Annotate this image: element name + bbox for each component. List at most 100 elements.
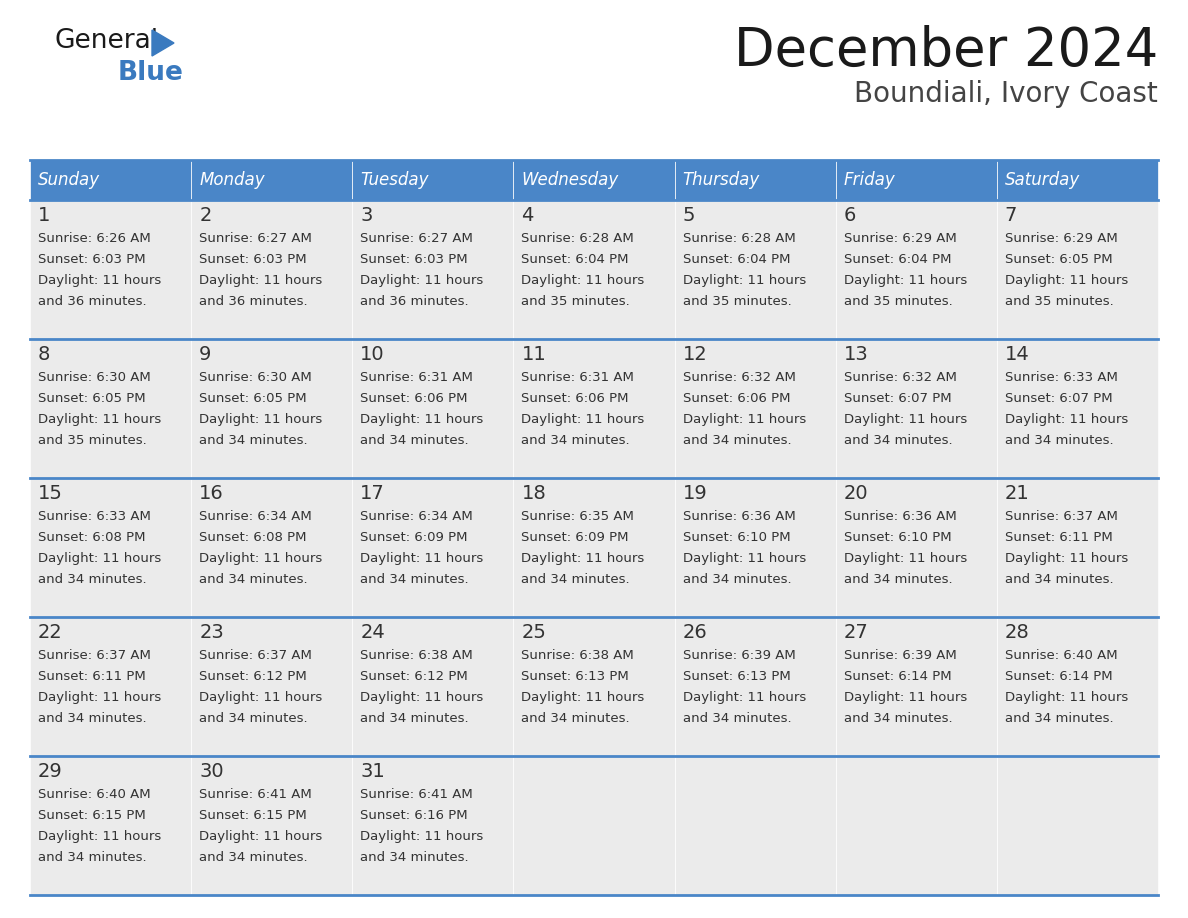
Bar <box>353 756 513 895</box>
Text: Sunset: 6:08 PM: Sunset: 6:08 PM <box>200 531 307 544</box>
Text: 18: 18 <box>522 484 546 503</box>
Text: Sunrise: 6:27 AM: Sunrise: 6:27 AM <box>200 232 312 245</box>
Text: 14: 14 <box>1005 345 1030 364</box>
Text: 23: 23 <box>200 623 223 642</box>
Text: and 34 minutes.: and 34 minutes. <box>843 434 953 447</box>
Text: Sunset: 6:11 PM: Sunset: 6:11 PM <box>1005 531 1113 544</box>
Text: Sunset: 6:13 PM: Sunset: 6:13 PM <box>522 670 630 683</box>
Text: 16: 16 <box>200 484 223 503</box>
Text: Sunset: 6:03 PM: Sunset: 6:03 PM <box>360 253 468 266</box>
Text: Daylight: 11 hours: Daylight: 11 hours <box>522 413 645 426</box>
Text: Sunrise: 6:39 AM: Sunrise: 6:39 AM <box>683 649 795 662</box>
Text: 7: 7 <box>1005 206 1017 225</box>
Bar <box>675 160 835 200</box>
Text: Sunset: 6:13 PM: Sunset: 6:13 PM <box>683 670 790 683</box>
Text: Sunrise: 6:32 AM: Sunrise: 6:32 AM <box>683 371 796 384</box>
Text: Sunset: 6:06 PM: Sunset: 6:06 PM <box>683 392 790 405</box>
Text: 17: 17 <box>360 484 385 503</box>
Text: Sunset: 6:07 PM: Sunset: 6:07 PM <box>1005 392 1112 405</box>
Text: Daylight: 11 hours: Daylight: 11 hours <box>843 552 967 565</box>
Text: Daylight: 11 hours: Daylight: 11 hours <box>38 552 162 565</box>
Text: Sunrise: 6:29 AM: Sunrise: 6:29 AM <box>843 232 956 245</box>
Text: Daylight: 11 hours: Daylight: 11 hours <box>360 830 484 843</box>
Bar <box>997 617 1158 756</box>
Text: Sunrise: 6:40 AM: Sunrise: 6:40 AM <box>1005 649 1118 662</box>
Text: Sunset: 6:05 PM: Sunset: 6:05 PM <box>200 392 307 405</box>
Text: Daylight: 11 hours: Daylight: 11 hours <box>1005 413 1129 426</box>
Text: 1: 1 <box>38 206 50 225</box>
Bar <box>191 478 353 617</box>
Bar <box>997 200 1158 339</box>
Bar <box>675 200 835 339</box>
Text: Sunrise: 6:31 AM: Sunrise: 6:31 AM <box>522 371 634 384</box>
Text: Sunset: 6:09 PM: Sunset: 6:09 PM <box>360 531 468 544</box>
Text: Sunrise: 6:37 AM: Sunrise: 6:37 AM <box>38 649 151 662</box>
Text: Sunset: 6:11 PM: Sunset: 6:11 PM <box>38 670 146 683</box>
Text: and 34 minutes.: and 34 minutes. <box>38 573 146 586</box>
Bar <box>191 160 353 200</box>
Text: Daylight: 11 hours: Daylight: 11 hours <box>360 274 484 287</box>
Text: and 34 minutes.: and 34 minutes. <box>360 712 469 725</box>
Text: Daylight: 11 hours: Daylight: 11 hours <box>38 274 162 287</box>
Text: Sunrise: 6:34 AM: Sunrise: 6:34 AM <box>200 510 312 523</box>
Text: Sunrise: 6:38 AM: Sunrise: 6:38 AM <box>522 649 634 662</box>
Text: Sunset: 6:12 PM: Sunset: 6:12 PM <box>200 670 307 683</box>
Text: Sunset: 6:12 PM: Sunset: 6:12 PM <box>360 670 468 683</box>
Text: Thursday: Thursday <box>683 171 760 189</box>
Bar <box>30 478 191 617</box>
Bar <box>513 617 675 756</box>
Text: Sunset: 6:03 PM: Sunset: 6:03 PM <box>200 253 307 266</box>
Text: 28: 28 <box>1005 623 1030 642</box>
Text: and 34 minutes.: and 34 minutes. <box>38 851 146 864</box>
Text: Friday: Friday <box>843 171 896 189</box>
Text: Sunrise: 6:41 AM: Sunrise: 6:41 AM <box>360 788 473 801</box>
Text: 6: 6 <box>843 206 857 225</box>
Text: Sunset: 6:07 PM: Sunset: 6:07 PM <box>843 392 952 405</box>
Bar <box>835 339 997 478</box>
Bar <box>835 200 997 339</box>
Text: and 34 minutes.: and 34 minutes. <box>38 712 146 725</box>
Text: 12: 12 <box>683 345 707 364</box>
Text: Daylight: 11 hours: Daylight: 11 hours <box>1005 691 1129 704</box>
Text: 20: 20 <box>843 484 868 503</box>
Text: Sunrise: 6:28 AM: Sunrise: 6:28 AM <box>522 232 634 245</box>
Text: Daylight: 11 hours: Daylight: 11 hours <box>200 552 322 565</box>
Text: 11: 11 <box>522 345 546 364</box>
Text: Sunset: 6:06 PM: Sunset: 6:06 PM <box>360 392 468 405</box>
Text: Sunrise: 6:28 AM: Sunrise: 6:28 AM <box>683 232 795 245</box>
Text: Daylight: 11 hours: Daylight: 11 hours <box>38 413 162 426</box>
Bar <box>675 617 835 756</box>
Text: Sunset: 6:05 PM: Sunset: 6:05 PM <box>38 392 146 405</box>
Text: and 34 minutes.: and 34 minutes. <box>200 712 308 725</box>
Text: and 35 minutes.: and 35 minutes. <box>1005 295 1113 308</box>
Text: Daylight: 11 hours: Daylight: 11 hours <box>1005 274 1129 287</box>
Text: and 34 minutes.: and 34 minutes. <box>683 434 791 447</box>
Bar <box>30 756 191 895</box>
Text: Sunrise: 6:38 AM: Sunrise: 6:38 AM <box>360 649 473 662</box>
Text: Daylight: 11 hours: Daylight: 11 hours <box>522 691 645 704</box>
Bar <box>30 339 191 478</box>
Text: and 34 minutes.: and 34 minutes. <box>522 573 630 586</box>
Text: Sunrise: 6:35 AM: Sunrise: 6:35 AM <box>522 510 634 523</box>
Text: 8: 8 <box>38 345 50 364</box>
Bar <box>835 617 997 756</box>
Text: Sunset: 6:08 PM: Sunset: 6:08 PM <box>38 531 145 544</box>
Text: Daylight: 11 hours: Daylight: 11 hours <box>843 691 967 704</box>
Text: and 35 minutes.: and 35 minutes. <box>843 295 953 308</box>
Bar <box>835 756 997 895</box>
Text: Sunrise: 6:41 AM: Sunrise: 6:41 AM <box>200 788 312 801</box>
Text: and 34 minutes.: and 34 minutes. <box>1005 573 1113 586</box>
Text: 30: 30 <box>200 762 223 781</box>
Text: Sunrise: 6:40 AM: Sunrise: 6:40 AM <box>38 788 151 801</box>
Text: and 34 minutes.: and 34 minutes. <box>843 573 953 586</box>
Text: Sunset: 6:15 PM: Sunset: 6:15 PM <box>38 809 146 822</box>
Bar <box>835 478 997 617</box>
Text: Sunset: 6:10 PM: Sunset: 6:10 PM <box>683 531 790 544</box>
Bar <box>30 200 191 339</box>
Text: Sunset: 6:14 PM: Sunset: 6:14 PM <box>843 670 952 683</box>
Text: and 36 minutes.: and 36 minutes. <box>38 295 146 308</box>
Bar <box>191 617 353 756</box>
Text: 24: 24 <box>360 623 385 642</box>
Text: and 36 minutes.: and 36 minutes. <box>200 295 308 308</box>
Bar <box>675 339 835 478</box>
